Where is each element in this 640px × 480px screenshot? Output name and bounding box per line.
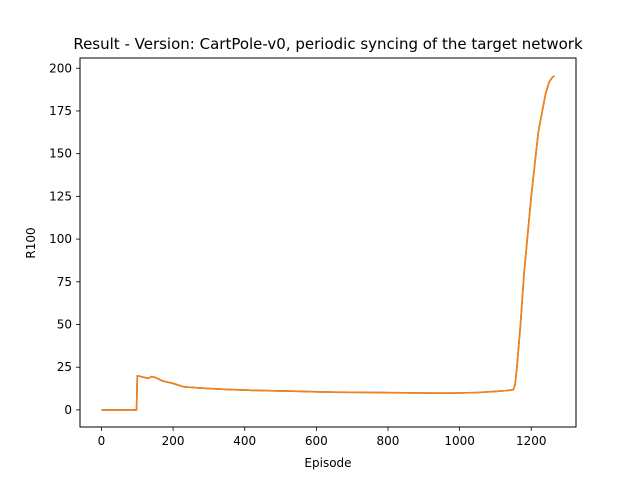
y-tick-label: 0 <box>64 403 72 417</box>
x-tick-label: 0 <box>98 434 106 448</box>
x-tick-label: 200 <box>162 434 185 448</box>
y-tick-label: 25 <box>57 360 72 374</box>
x-tick-label: 400 <box>233 434 256 448</box>
y-tick-label: 50 <box>57 318 72 332</box>
series-line-2 <box>101 75 555 411</box>
x-axis-label: Episode <box>304 456 351 470</box>
series-line-1 <box>101 75 555 411</box>
y-tick-label: 175 <box>49 104 72 118</box>
x-tick-label: 600 <box>305 434 328 448</box>
y-tick-label: 125 <box>49 189 72 203</box>
plot-area <box>101 75 555 411</box>
x-tick-label: 1200 <box>516 434 547 448</box>
chart-title: Result - Version: CartPole-v0, periodic … <box>73 35 583 53</box>
x-axis: 0 200 400 600 800 1000 1200 <box>98 427 547 448</box>
y-tick-label: 150 <box>49 147 72 161</box>
y-axis-label: R100 <box>24 227 38 258</box>
axes-frame <box>79 57 577 428</box>
x-tick-label: 1000 <box>444 434 475 448</box>
x-tick-label: 800 <box>377 434 400 448</box>
y-tick-label: 200 <box>49 61 72 75</box>
y-tick-label: 100 <box>49 232 72 246</box>
y-tick-label: 75 <box>57 275 72 289</box>
y-axis: 0 25 50 75 100 125 150 175 200 <box>49 61 80 417</box>
